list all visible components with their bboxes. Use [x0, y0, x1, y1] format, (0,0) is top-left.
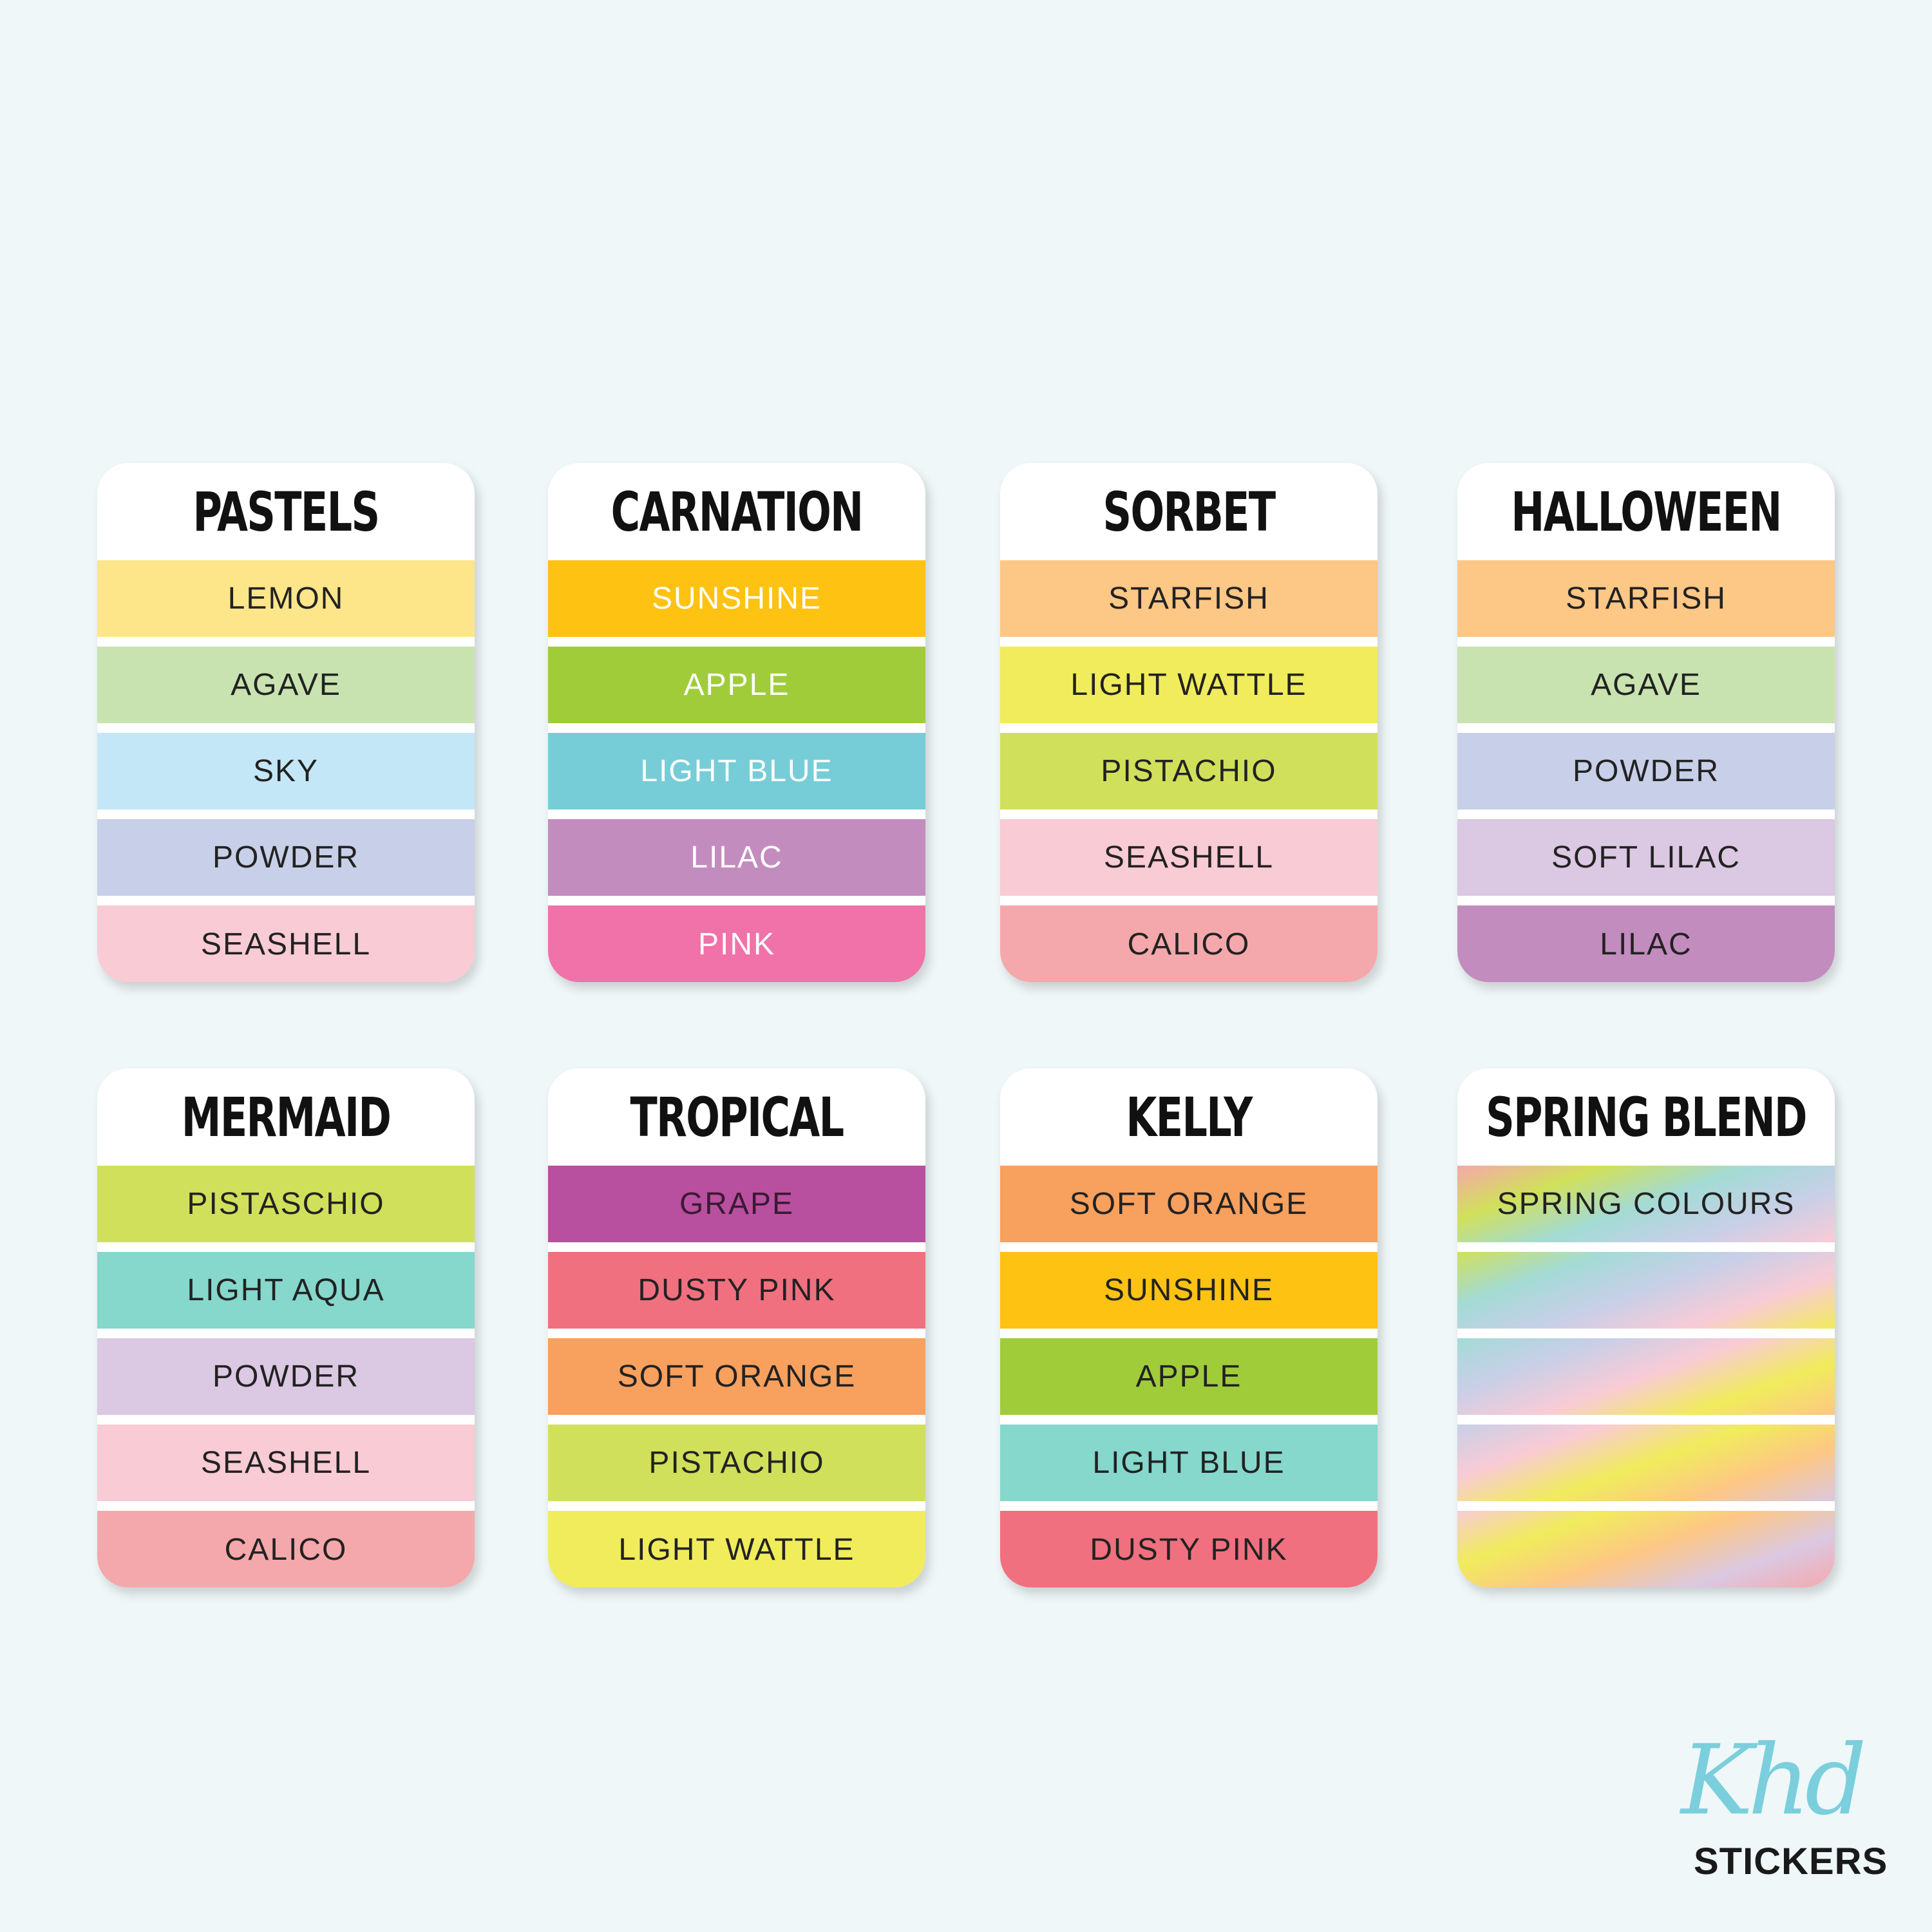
- sticker-card-carnation[interactable]: CARNATION SUNSHINE APPLE LIGHT BLUE LILAC PIN…: [548, 463, 925, 982]
- color-stripe: AGAVE: [97, 647, 475, 723]
- color-stripe: SKY: [97, 733, 475, 810]
- sticker-card-halloween[interactable]: HALLOWEEN STARFISH AGAVE POWDER SOFT LILAC LI…: [1457, 463, 1835, 982]
- card-title: SPRING BLEND: [1486, 1085, 1807, 1149]
- color-stripe: LIGHT WATTLE: [548, 1511, 925, 1587]
- color-stripe: AGAVE: [1457, 647, 1835, 723]
- color-stripe: SUNSHINE: [548, 560, 925, 637]
- color-stripe: APPLE: [1000, 1338, 1378, 1415]
- sticker-card-pastels[interactable]: PASTELS LEMON AGAVE SKY POWDER SEASHELL: [97, 463, 475, 982]
- sticker-card-sorbet[interactable]: SORBET STARFISH LIGHT WATTLE PISTACHIO SEASH…: [1000, 463, 1378, 982]
- color-stripe: POWDER: [97, 819, 475, 896]
- color-stripe: SPRING COLOURS: [1457, 1166, 1835, 1242]
- color-stripe: CALICO: [97, 1511, 475, 1587]
- color-stripe: [1457, 1338, 1835, 1415]
- color-stripe: SUNSHINE: [1000, 1252, 1378, 1329]
- logo-text: STICKERS: [1694, 1841, 1888, 1882]
- color-stripe: SOFT ORANGE: [548, 1338, 925, 1415]
- color-stripe: [1457, 1252, 1835, 1329]
- color-stripe: LIGHT WATTLE: [1000, 647, 1378, 723]
- card-title: SORBET: [1103, 480, 1276, 544]
- color-stripe: LILAC: [548, 819, 925, 896]
- color-stripe: GRAPE: [548, 1166, 925, 1242]
- color-stripe: LEMON: [97, 560, 475, 637]
- color-stripe: PISTASCHIO: [97, 1166, 475, 1242]
- sticker-card-mermaid[interactable]: MERMAID PISTASCHIO LIGHT AQUA POWDER SEASHEL…: [97, 1068, 475, 1587]
- color-stripe: POWDER: [1457, 733, 1835, 810]
- card-title: MERMAID: [181, 1085, 392, 1149]
- card-title: HALLOWEEN: [1511, 480, 1782, 544]
- color-stripe: APPLE: [548, 647, 925, 723]
- color-stripe: [1457, 1425, 1835, 1501]
- color-stripe: LIGHT AQUA: [97, 1252, 475, 1329]
- color-stripe: PISTACHIO: [1000, 733, 1378, 810]
- color-stripe: LIGHT BLUE: [548, 733, 925, 810]
- card-title: TROPICAL: [630, 1085, 845, 1149]
- sticker-card-spring-blend[interactable]: SPRING BLEND SPRING COLOURS: [1457, 1068, 1835, 1587]
- card-title: KELLY: [1126, 1085, 1253, 1149]
- color-stripe: SOFT LILAC: [1457, 819, 1835, 896]
- color-stripe: STARFISH: [1457, 560, 1835, 637]
- color-stripe: PISTACHIO: [548, 1425, 925, 1501]
- color-stripe: STARFISH: [1000, 560, 1378, 637]
- color-stripe: LIGHT BLUE: [1000, 1425, 1378, 1501]
- card-title: CARNATION: [611, 480, 864, 544]
- color-stripe: LILAC: [1457, 905, 1835, 982]
- color-stripe: SEASHELL: [97, 905, 475, 982]
- card-title: PASTELS: [193, 480, 381, 544]
- color-stripe: PINK: [548, 905, 925, 982]
- sticker-card-tropical[interactable]: TROPICAL GRAPE DUSTY PINK SOFT ORANGE PISTAC…: [548, 1068, 925, 1587]
- color-stripe: SEASHELL: [97, 1425, 475, 1501]
- color-stripe: DUSTY PINK: [548, 1252, 925, 1329]
- brand-logo: Khd STICKERS: [1674, 1732, 1919, 1887]
- color-stripe: SEASHELL: [1000, 819, 1378, 896]
- color-stripe: CALICO: [1000, 905, 1378, 982]
- color-stripe: POWDER: [97, 1338, 475, 1415]
- color-stripe: SOFT ORANGE: [1000, 1166, 1378, 1242]
- sticker-card-kelly[interactable]: KELLY SOFT ORANGE SUNSHINE APPLE LIGHT BLUE D…: [1000, 1068, 1378, 1587]
- logo-script: Khd: [1681, 1725, 1867, 1837]
- color-stripe: DUSTY PINK: [1000, 1511, 1378, 1587]
- color-stripe: [1457, 1511, 1835, 1587]
